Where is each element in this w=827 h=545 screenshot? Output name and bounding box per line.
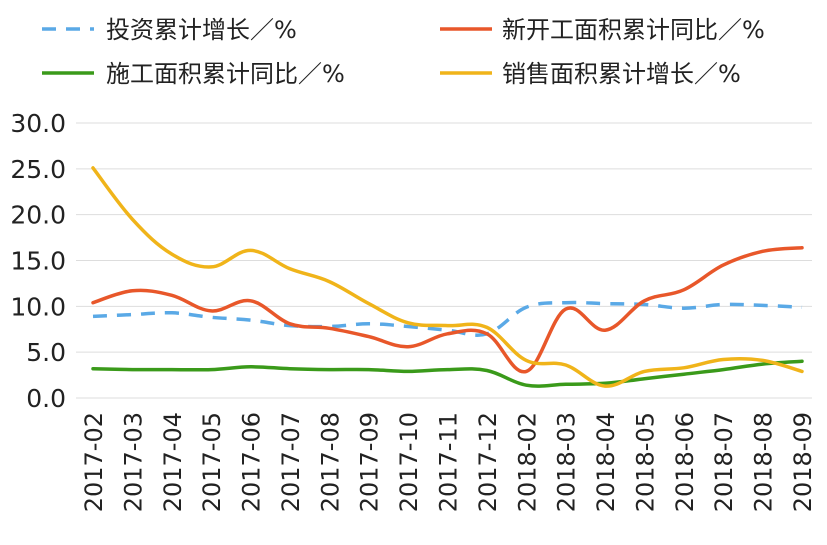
x-tick-label: 2017-04 [159,412,187,512]
x-tick-label: 2017-10 [395,412,423,512]
x-tick-label: 2017-02 [80,412,108,512]
y-tick-label: 25.0 [10,155,66,184]
legend-item-investment: 投资累计增长／% [42,16,297,44]
under-construction-line [91,359,804,388]
new-construction-line [91,245,804,374]
legend-item-new-construction: 新开工面积累计同比／% [440,16,765,44]
y-tick-label: 0.0 [26,384,66,413]
x-tick-label: 2018-03 [553,412,581,512]
investment-line [92,300,803,337]
legend-item-under-construction: 施工面积累计同比／% [42,60,345,88]
x-tick-label: 2018-07 [710,412,738,512]
y-tick-label: 5.0 [26,338,66,367]
legend-label-new-construction: 新开工面积累计同比／% [502,16,765,44]
y-tick-label: 10.0 [10,292,66,321]
legend-label-sales: 销售面积累计增长／% [502,60,741,88]
y-tick-label: 30.0 [10,109,66,138]
x-tick-label: 2017-11 [435,412,463,512]
x-tick-label: 2018-09 [789,412,817,512]
x-tick-label: 2017-08 [316,412,344,512]
x-tick-label: 2018-08 [750,412,778,512]
x-tick-label: 2017-09 [356,412,384,512]
x-axis-ticks: 2017-02 2017-03 2017-04 2017-05 2017-06 2017-… [80,412,817,512]
x-tick-label: 2017-05 [198,412,226,512]
x-tick-label: 2017-03 [119,412,147,512]
y-tick-label: 20.0 [10,201,66,230]
x-tick-label: 2018-05 [631,412,659,512]
x-tick-label: 2017-12 [474,412,502,512]
legend-label-under-construction: 施工面积累计同比／% [106,60,345,88]
x-tick-label: 2017-06 [238,412,266,512]
legend-label-investment: 投资累计增长／% [106,16,297,44]
y-tick-label: 15.0 [10,247,66,276]
x-tick-label: 2018-04 [592,412,620,512]
series-lines [91,166,804,388]
legend: 投资累计增长／% 新开工面积累计同比／% 施工面积累计同比／% 销售面积累计增长… [42,16,765,88]
x-tick-label: 2018-06 [671,412,699,512]
y-axis-ticks: 0.0 5.0 10.0 15.0 20.0 25.0 30.0 [10,109,66,413]
x-tick-label: 2018-02 [513,412,541,512]
sales-line [91,166,804,388]
legend-item-sales: 销售面积累计增长／% [440,60,741,88]
x-tick-label: 2017-07 [277,412,305,512]
